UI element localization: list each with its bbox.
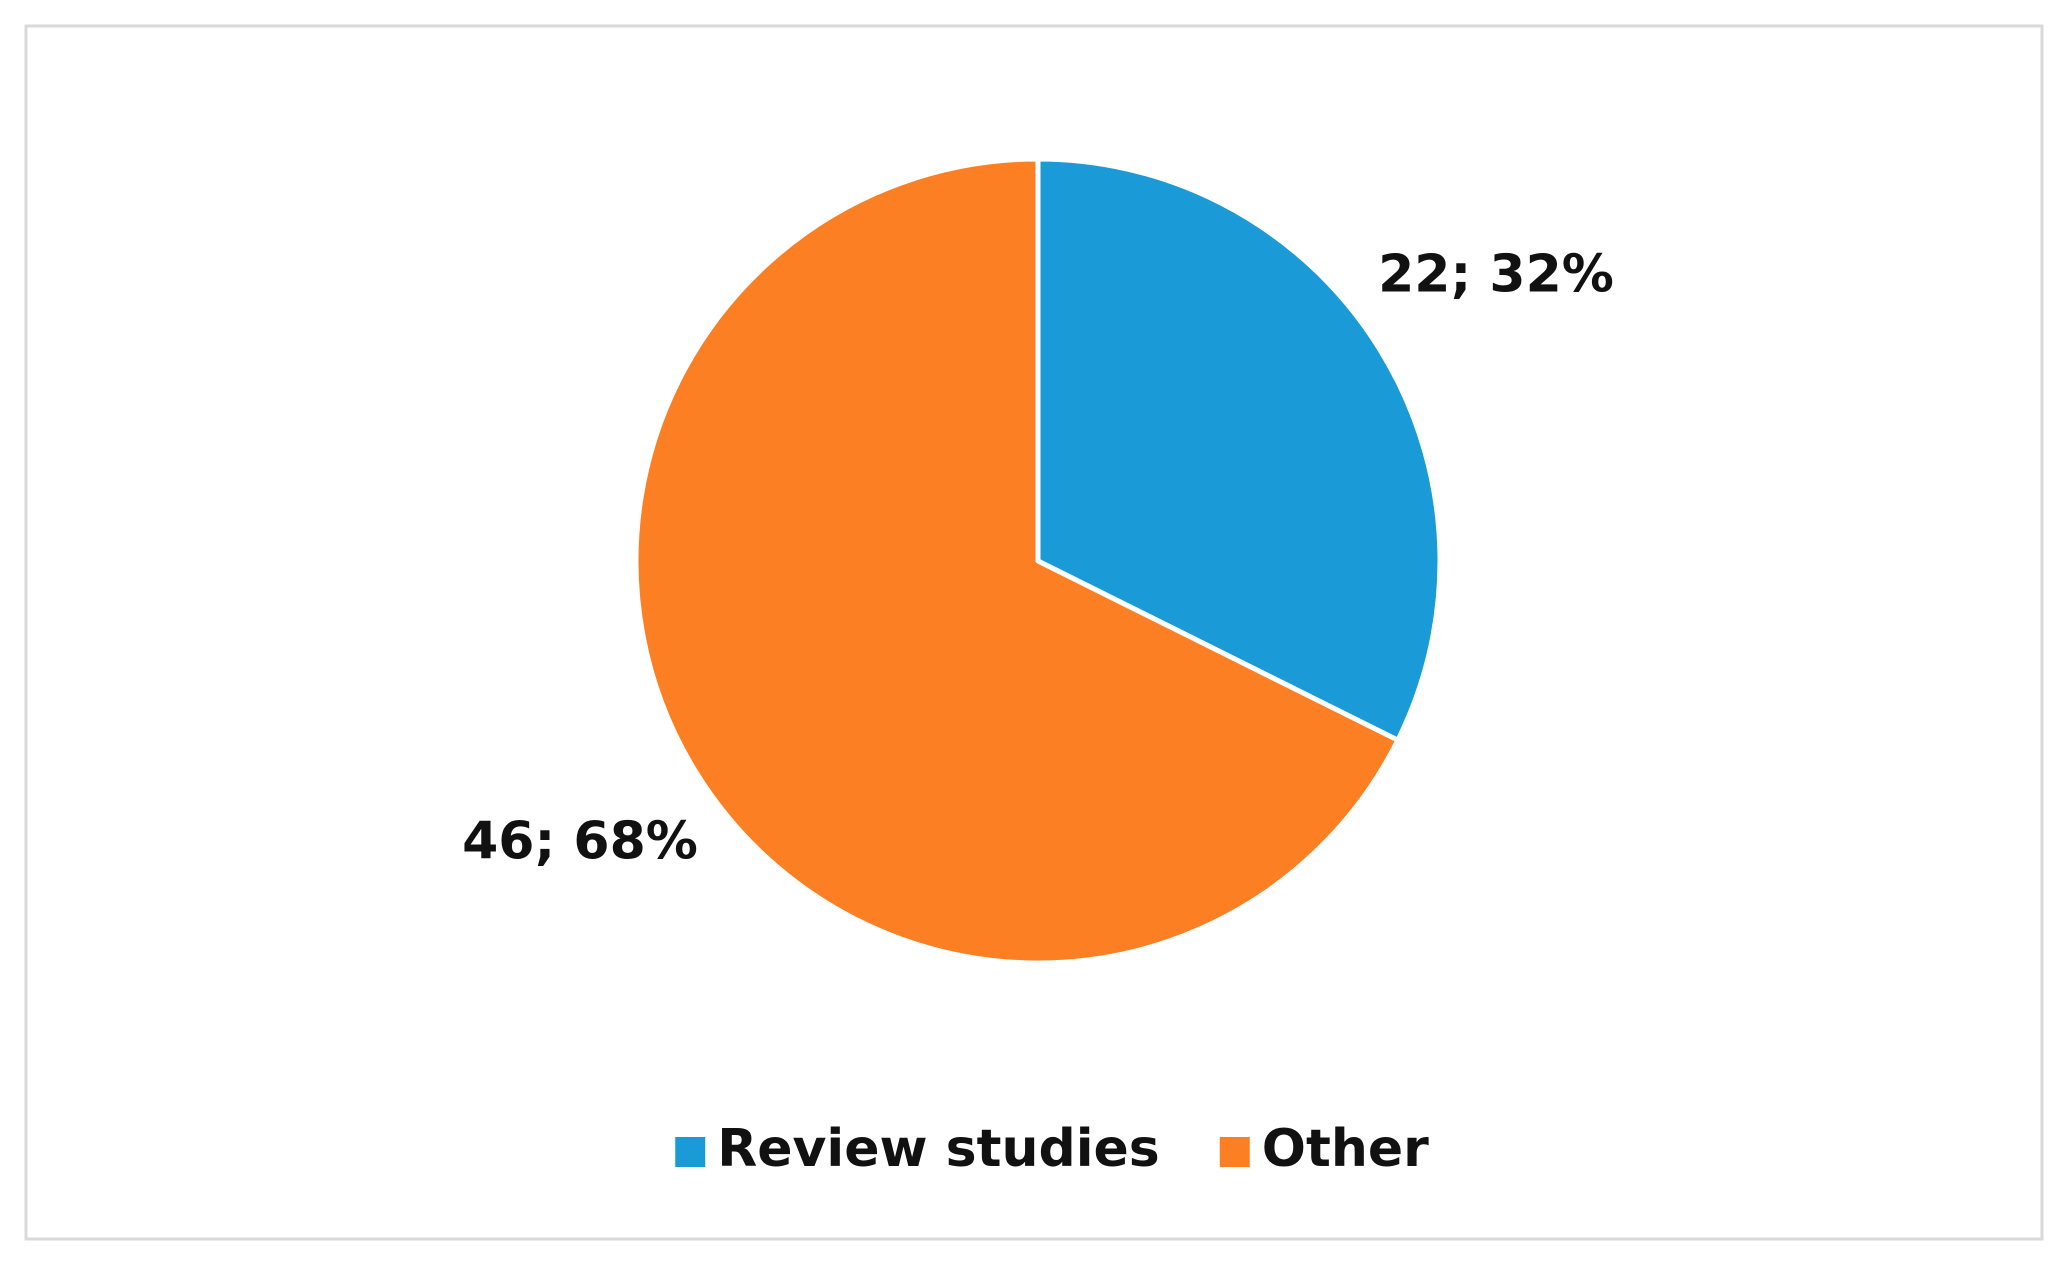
legend-swatch (675, 1137, 706, 1167)
pie-slice (633, 156, 1401, 966)
legend-label: Other (1262, 1119, 1429, 1179)
legend-swatch (1219, 1137, 1250, 1167)
pie-slice (1035, 156, 1443, 743)
data-label: 46; 68% (462, 812, 698, 872)
legend-label: Review studies (717, 1119, 1160, 1179)
data-label: 22; 32% (1378, 244, 1614, 304)
